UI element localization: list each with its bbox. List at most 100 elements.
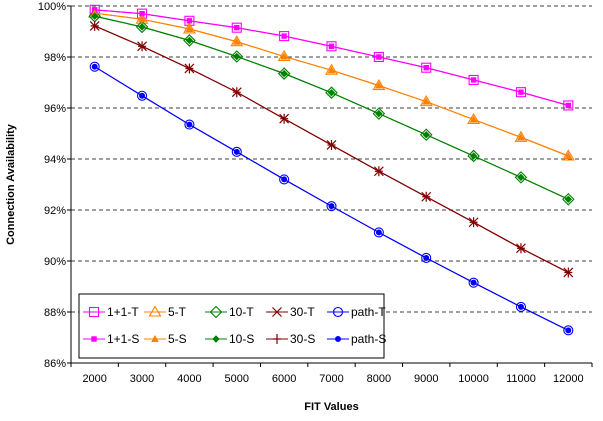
data-point (139, 92, 146, 99)
y-tick-label: 90% (44, 256, 66, 268)
data-point (279, 31, 290, 42)
data-point (515, 87, 527, 98)
data-point (375, 229, 382, 236)
axes: 86% 88% 90% 92% 94% 96% 98% 100% 2000 3000 4000 500… (38, 1, 593, 385)
data-point (421, 62, 432, 73)
legend-item: 10-S (205, 332, 254, 346)
data-point (375, 109, 383, 118)
data-point (327, 139, 336, 150)
data-point (327, 88, 336, 97)
x-tick-label: 5000 (225, 373, 249, 385)
legend-marker (273, 334, 281, 344)
data-point (517, 303, 524, 310)
y-tick-label: 88% (44, 307, 66, 319)
legend-item: 5-T (144, 305, 187, 319)
data-point (185, 36, 194, 45)
data-point (279, 174, 290, 185)
legend-marker (88, 306, 100, 318)
legend: 1+1-T 5-T 10-T 30-T path-T 1+1-S 5-S 10-S 30-S pa… (78, 293, 386, 359)
legend-marker (272, 307, 282, 317)
x-axis-title: FIT Values (304, 401, 358, 413)
data-point (281, 33, 287, 39)
data-point (518, 89, 524, 95)
data-point (468, 277, 479, 288)
legend-item: 10-T (205, 305, 254, 319)
legend-marker (209, 305, 223, 319)
data-point (280, 52, 288, 60)
series-30-S (90, 20, 573, 278)
data-point (326, 201, 337, 212)
data-point (328, 43, 335, 49)
series-path-S (91, 63, 572, 334)
data-point (328, 203, 335, 210)
data-point (183, 34, 196, 47)
data-point (231, 146, 242, 157)
legend-label: 30-T (290, 305, 315, 319)
data-point (470, 279, 477, 286)
data-point (90, 12, 99, 20)
x-tick-label: 6000 (272, 373, 296, 385)
y-tick-label: 94% (44, 154, 66, 166)
y-tick-label: 86% (44, 358, 66, 370)
data-point (517, 173, 525, 182)
legend-marker (151, 334, 159, 342)
legend-item: path-T (327, 305, 386, 319)
data-point (138, 23, 146, 31)
legend-label: path-T (351, 305, 386, 319)
data-point (469, 115, 478, 123)
series-10-S (90, 12, 573, 203)
data-point (186, 121, 193, 128)
data-point (422, 97, 431, 105)
legend-label: 10-T (229, 305, 254, 319)
data-point (422, 131, 430, 139)
y-axis-title: Connection Availability (5, 123, 17, 245)
legend-marker (148, 305, 162, 317)
data-point (374, 166, 383, 177)
data-point (469, 217, 478, 228)
data-point (186, 18, 193, 24)
data-point (563, 100, 574, 111)
data-point (280, 113, 289, 124)
data-point (326, 41, 337, 52)
data-point (138, 15, 146, 23)
x-tick-label: 10000 (458, 373, 489, 385)
data-point (139, 10, 145, 17)
legend-label: 5-S (168, 332, 187, 346)
data-point (421, 252, 432, 263)
legend-marker (212, 335, 220, 343)
data-point (185, 24, 194, 32)
data-point (564, 195, 573, 203)
data-point (230, 50, 244, 63)
x-tick-label: 3000 (130, 373, 154, 385)
legend-label: path-S (351, 332, 386, 346)
legend-marker (335, 336, 341, 342)
data-point (376, 54, 382, 60)
data-point (564, 267, 573, 278)
data-point (564, 151, 573, 159)
data-point (281, 176, 288, 183)
data-point (184, 119, 195, 130)
data-point (516, 243, 525, 254)
data-point (565, 327, 572, 334)
data-point (469, 152, 478, 160)
y-tick-label: 100% (38, 1, 66, 13)
data-point (185, 63, 194, 74)
data-point (232, 87, 241, 98)
legend-label: 1+1-S (107, 332, 139, 346)
data-point (373, 51, 384, 63)
data-point (470, 77, 477, 83)
data-point (234, 24, 240, 31)
data-point (423, 254, 430, 261)
series-layer (88, 4, 575, 336)
data-point (375, 81, 383, 89)
data-point (280, 69, 288, 78)
x-tick-label: 12000 (553, 373, 584, 385)
legend-item: 1+1-S (83, 332, 139, 346)
x-tick-label: 11000 (506, 373, 536, 385)
data-point (233, 148, 240, 155)
legend-item: 30-T (266, 305, 315, 319)
data-point (138, 41, 147, 52)
data-point (89, 61, 100, 72)
legend-box (78, 293, 385, 359)
